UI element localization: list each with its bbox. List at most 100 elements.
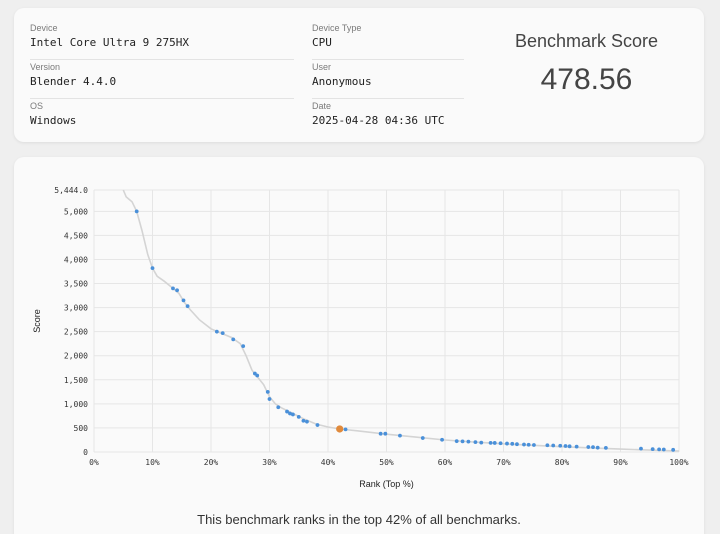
score-value: 478.56 <box>540 63 633 96</box>
user-label: User <box>312 62 332 72</box>
benchmark-point[interactable] <box>343 427 348 432</box>
benchmark-point[interactable] <box>545 443 550 448</box>
benchmark-point[interactable] <box>492 441 497 445</box>
benchmark-point[interactable] <box>563 444 568 448</box>
benchmark-point[interactable] <box>285 409 289 414</box>
os-value: Windows <box>30 114 77 127</box>
x-tick-label: 20% <box>204 458 219 467</box>
benchmark-point[interactable] <box>586 445 591 449</box>
benchmark-point[interactable] <box>267 397 272 401</box>
device-type-value: CPU <box>312 36 332 49</box>
system-info-card: Device Intel Core Ultra 9 275HX Version … <box>14 8 704 142</box>
benchmark-point[interactable] <box>265 389 270 394</box>
benchmark-point[interactable] <box>603 446 608 450</box>
x-tick-label: 50% <box>379 458 394 467</box>
benchmark-point[interactable] <box>639 446 643 451</box>
x-axis-title: Rank (Top %) <box>359 479 414 489</box>
benchmark-point[interactable] <box>551 443 556 448</box>
benchmark-point[interactable] <box>288 411 292 416</box>
benchmark-point[interactable] <box>276 405 281 410</box>
x-tick-label: 40% <box>321 458 336 467</box>
current-benchmark-point[interactable] <box>336 425 344 433</box>
os-field: OS Windows <box>30 100 294 138</box>
chart-card: 0% 10% 20% 30% 40% 50% 60% 70% 80% 90% 100% 0 500 1,0… <box>14 157 704 534</box>
user-field: User Anonymous <box>312 61 464 99</box>
y-tick-label: 4,000 <box>64 255 88 264</box>
benchmark-point[interactable] <box>558 443 563 448</box>
benchmark-point[interactable] <box>420 436 425 440</box>
x-tick-label: 10% <box>145 458 160 467</box>
y-tick-label: 4,500 <box>64 231 88 240</box>
y-tick-label: 500 <box>74 424 89 433</box>
benchmark-point[interactable] <box>574 444 579 449</box>
distribution-curve <box>122 189 680 452</box>
benchmark-point[interactable] <box>296 414 301 419</box>
y-tick-label: 1,500 <box>64 376 88 385</box>
rank-caption: This benchmark ranks in the top 42% of a… <box>197 512 521 527</box>
benchmark-point[interactable] <box>378 431 383 436</box>
benchmark-point[interactable] <box>291 412 295 417</box>
benchmark-point[interactable] <box>175 288 179 293</box>
version-label: Version <box>30 62 61 72</box>
benchmark-point[interactable] <box>231 337 236 342</box>
benchmark-point[interactable] <box>255 373 260 378</box>
benchmark-point[interactable] <box>220 331 225 336</box>
benchmark-point[interactable] <box>440 437 444 442</box>
y-tick-label: 3,000 <box>64 304 88 313</box>
date-label: Date <box>312 101 332 111</box>
benchmark-point[interactable] <box>150 266 155 271</box>
benchmark-point[interactable] <box>473 440 478 445</box>
benchmark-point[interactable] <box>505 441 509 446</box>
benchmark-point[interactable] <box>567 444 572 449</box>
benchmark-point[interactable] <box>510 441 515 446</box>
device-type-label: Device Type <box>312 23 362 33</box>
benchmark-point[interactable] <box>301 418 306 423</box>
benchmark-point[interactable] <box>185 304 190 309</box>
benchmark-point[interactable] <box>241 344 246 349</box>
benchmark-point[interactable] <box>460 439 465 444</box>
benchmark-point[interactable] <box>315 423 320 427</box>
device-value: Intel Core Ultra 9 275HX <box>30 36 189 49</box>
benchmark-point[interactable] <box>398 433 402 438</box>
benchmark-point[interactable] <box>532 443 536 447</box>
benchmark-point[interactable] <box>488 440 493 445</box>
benchmark-point[interactable] <box>515 442 519 447</box>
benchmark-point[interactable] <box>383 431 388 436</box>
y-tick-label: 2,500 <box>64 328 88 337</box>
date-field: Date 2025-04-28 04:36 UTC <box>312 100 464 138</box>
y-tick-label: 2,000 <box>64 352 88 361</box>
y-axis-title: Score <box>32 309 42 333</box>
benchmark-point[interactable] <box>522 442 526 447</box>
y-tick-label: 5,000 <box>64 207 88 216</box>
info-column-right: Device Type CPU User Anonymous Date 2025… <box>312 22 464 138</box>
benchmark-point[interactable] <box>479 440 484 445</box>
version-field: Version Blender 4.4.0 <box>30 61 294 99</box>
benchmark-point[interactable] <box>661 447 666 452</box>
benchmark-point[interactable] <box>171 286 175 291</box>
rank-score-chart[interactable]: 0% 10% 20% 30% 40% 50% 60% 70% 80% 90% 100% 0 500 1,0… <box>14 157 704 507</box>
benchmark-point[interactable] <box>181 298 186 303</box>
benchmark-point[interactable] <box>498 441 503 446</box>
device-type-field: Device Type CPU <box>312 22 464 60</box>
date-value: 2025-04-28 04:36 UTC <box>312 114 445 127</box>
benchmark-point[interactable] <box>671 447 676 452</box>
x-tick-label: 60% <box>438 458 453 467</box>
benchmark-point[interactable] <box>454 439 459 444</box>
benchmark-point[interactable] <box>595 445 600 450</box>
benchmark-point[interactable] <box>466 439 471 444</box>
os-label: OS <box>30 101 44 111</box>
score-title: Benchmark Score <box>514 31 659 51</box>
x-tick-label: 90% <box>613 458 628 467</box>
benchmark-point[interactable] <box>650 447 655 452</box>
benchmark-point[interactable] <box>214 329 219 334</box>
version-value: Blender 4.4.0 <box>30 75 117 88</box>
y-tick-label: 3,500 <box>64 280 88 289</box>
x-tick-label: 0% <box>89 458 99 467</box>
benchmark-point[interactable] <box>134 209 139 214</box>
benchmark-point[interactable] <box>657 447 662 452</box>
benchmark-point[interactable] <box>526 442 531 447</box>
y-tick-label: 0 <box>83 448 88 457</box>
benchmark-point[interactable] <box>591 445 595 450</box>
benchmark-point[interactable] <box>305 419 309 424</box>
user-value: Anonymous <box>312 75 372 88</box>
